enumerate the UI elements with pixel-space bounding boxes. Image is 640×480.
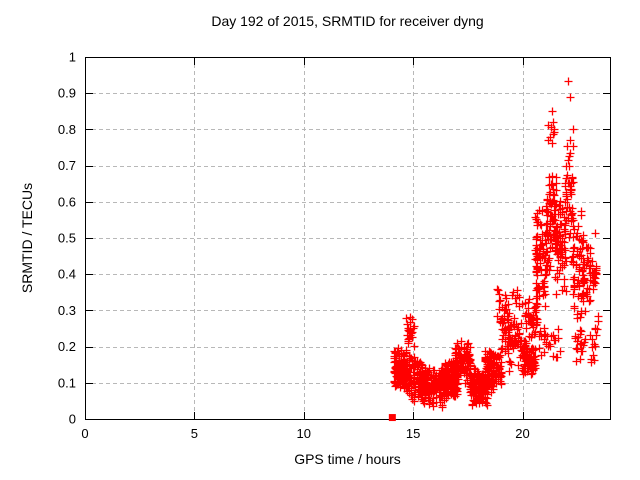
y-tick-label: 0.3: [58, 303, 76, 318]
y-tick-label: 0.1: [58, 375, 76, 390]
y-tick-label: 0.5: [58, 231, 76, 246]
x-axis-label: GPS time / hours: [294, 451, 401, 467]
x-tick-label: 20: [515, 426, 529, 441]
grid-lines: [85, 57, 610, 419]
y-tick-label: 0.8: [58, 122, 76, 137]
x-tick-label: 10: [297, 426, 311, 441]
x-tick-label: 5: [191, 426, 198, 441]
scatter-square-point: [388, 414, 396, 422]
y-tick-label: 0.6: [58, 194, 76, 209]
y-tick-label: 0.7: [58, 158, 76, 173]
y-tick-label: 0.2: [58, 339, 76, 354]
axis-ticks: [85, 57, 610, 420]
y-tick-label: 0.9: [58, 86, 76, 101]
y-tick-label: 1: [69, 50, 76, 65]
chart-title: Day 192 of 2015, SRMTID for receiver dyn…: [211, 13, 484, 29]
plot-border: [85, 57, 611, 420]
y-tick-label: 0.4: [58, 267, 76, 282]
x-tick-label: 0: [81, 426, 88, 441]
y-tick-label: 0: [69, 412, 76, 427]
x-tick-label: 15: [406, 426, 420, 441]
scatter-points: [390, 77, 603, 412]
